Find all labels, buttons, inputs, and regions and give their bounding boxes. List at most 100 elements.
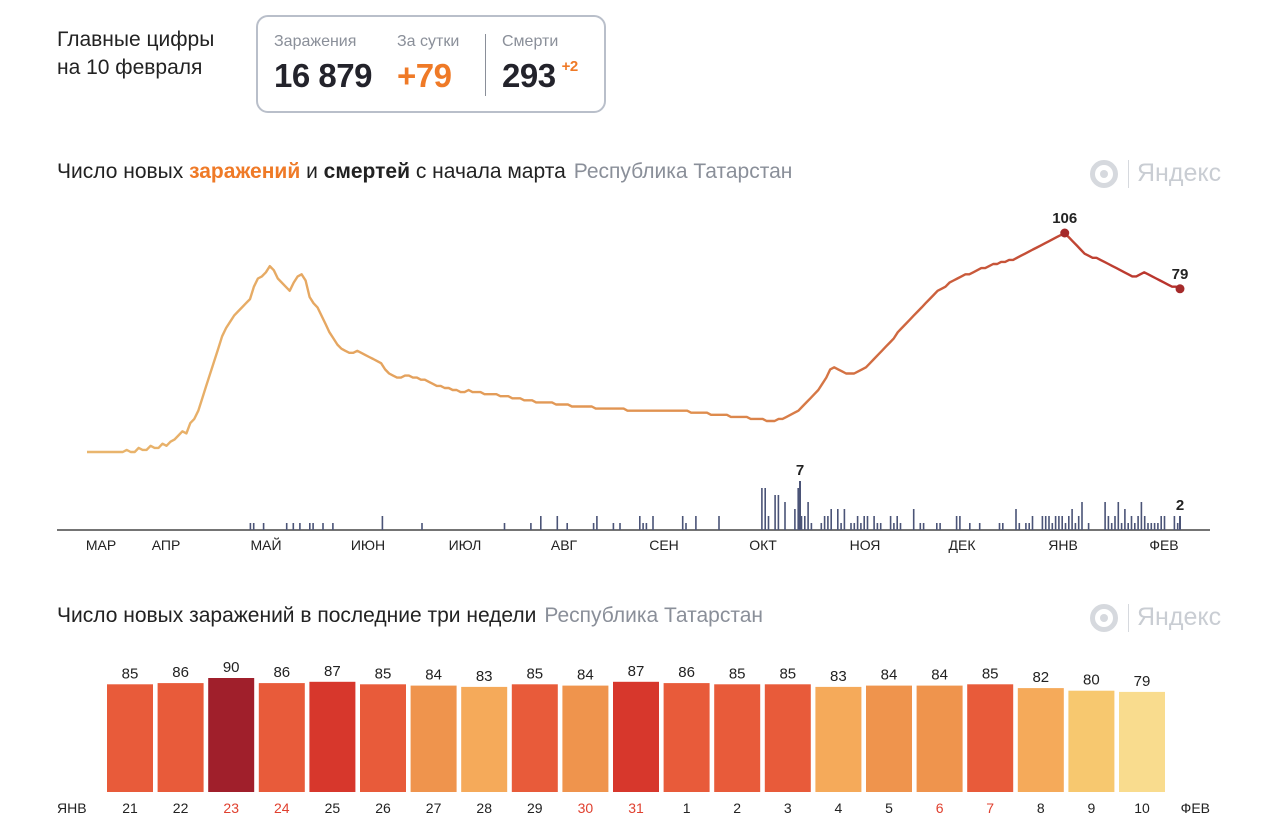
bar [714, 684, 761, 792]
x-end-month-label: ФЕВ [1181, 800, 1210, 816]
death-bar [1137, 516, 1139, 530]
death-bar [761, 488, 763, 530]
death-bar [1107, 516, 1110, 530]
chart1-title-part1: Число новых [57, 160, 190, 183]
death-bar [1163, 516, 1166, 530]
last-point [1175, 284, 1185, 294]
chart2-region: Республика Татарстан [544, 604, 763, 627]
bar-category-label: 31 [628, 800, 644, 816]
bar-value-label: 84 [931, 667, 948, 684]
month-tick-label: МАР [86, 537, 116, 553]
bar [1068, 690, 1115, 792]
death-bar [807, 502, 809, 530]
death-bar [912, 509, 915, 530]
death-bar [332, 523, 334, 530]
chart1-title-deaths: смертей [323, 160, 410, 183]
bar-category-label: 9 [1088, 800, 1096, 816]
death-bar [1054, 516, 1057, 530]
month-tick-label: СЕН [649, 537, 679, 553]
death-bar [1147, 523, 1149, 530]
death-bar [1150, 523, 1153, 530]
death-bar [919, 523, 922, 530]
death-bar [309, 523, 311, 530]
death-bar [978, 523, 981, 530]
death-bar [1068, 516, 1070, 530]
bar [866, 685, 912, 792]
bar-value-label: 85 [122, 665, 139, 682]
month-tick-label: ДЕК [949, 537, 977, 553]
peak-point [1060, 228, 1070, 238]
chart1-title: Число новых заражений и смертей с начала… [57, 160, 792, 184]
deaths-value: 293 [502, 57, 556, 94]
death-bar [381, 516, 384, 530]
bar-value-label: 83 [830, 668, 847, 685]
death-bar-peak [799, 481, 801, 530]
bar [613, 681, 659, 792]
yandex-logo-icon [1090, 603, 1118, 632]
bar [309, 681, 356, 792]
death-bar [1114, 516, 1116, 530]
death-bar [292, 523, 295, 530]
bar-category-label: 26 [375, 800, 391, 816]
death-bar [619, 523, 621, 530]
bar-category-label: 7 [986, 800, 994, 816]
death-bar [252, 523, 255, 530]
death-bar [767, 516, 770, 530]
death-bar [866, 516, 869, 530]
death-bar [955, 516, 958, 530]
bar-value-label: 85 [729, 665, 746, 682]
bar [360, 684, 406, 792]
chart1-title-part2: и [300, 160, 324, 183]
death-bar [853, 523, 856, 530]
yandex-logo-icon [1090, 159, 1118, 188]
death-bar [959, 516, 961, 530]
death-bar [322, 523, 324, 530]
deaths-value-wrap: 293 +2 [502, 57, 578, 95]
bar-category-label: 1 [683, 800, 691, 816]
bar [967, 684, 1014, 792]
bar [562, 685, 609, 792]
bar-value-label: 84 [425, 667, 442, 684]
month-tick-label: ИЮЛ [449, 537, 482, 553]
chart1-svg: 106 79 7 2 МАР АПР МАЙ ИЮН ИЮЛ АВГ СЕН ОКТ НОЯ ДЕК ЯНВ… [57, 210, 1210, 553]
bar-category-label: 2 [733, 800, 741, 816]
death-bar [879, 523, 882, 530]
bar-category-label: 22 [173, 800, 189, 816]
bar-category-label: 25 [325, 800, 341, 816]
death-bar [1143, 516, 1146, 530]
death-bar [1173, 516, 1176, 530]
death-bar [592, 523, 595, 530]
death-bar [876, 523, 879, 530]
stat-infections: Заражения 16 879 [274, 33, 372, 95]
death-bar [421, 523, 423, 530]
death-bar [1124, 509, 1126, 530]
death-bar [1031, 516, 1034, 530]
stats-box: Заражения 16 879 За сутки +79 Смерти 293… [256, 15, 606, 113]
death-bar [889, 516, 892, 530]
bar-category-label: 23 [223, 800, 239, 816]
bar [764, 684, 811, 792]
bar-value-label: 87 [628, 663, 645, 680]
chart2-title-text: Число новых заражений в последние три не… [57, 604, 537, 627]
death-bar [642, 523, 644, 530]
month-tick-label: АПР [152, 537, 181, 553]
death-bar [1041, 516, 1044, 530]
death-bar [1104, 502, 1106, 530]
bar-category-label: 10 [1134, 800, 1150, 816]
death-bar [1064, 523, 1067, 530]
death-bar [503, 523, 506, 530]
death-bar [1110, 523, 1113, 530]
bar-category-label: 3 [784, 800, 792, 816]
death-bar [784, 502, 786, 530]
peak-label: 106 [1052, 210, 1077, 227]
death-bar [685, 523, 687, 530]
death-bar [718, 516, 720, 530]
bar-category-label: 8 [1037, 800, 1045, 816]
death-bar [1117, 502, 1120, 530]
bar-category-label: 21 [122, 800, 138, 816]
deaths-label: Смерти [502, 33, 559, 50]
death-bar [969, 523, 971, 530]
death-bar [860, 523, 862, 530]
bar-category-label: 5 [885, 800, 893, 816]
death-bar [1018, 523, 1021, 530]
